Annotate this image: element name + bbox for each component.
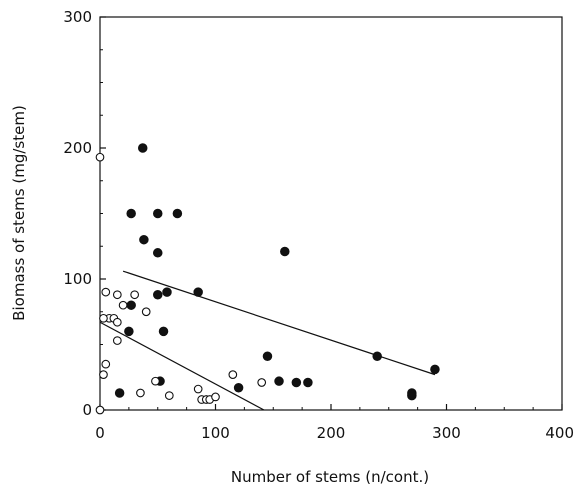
open-point [99, 370, 108, 379]
filled-point [153, 289, 163, 300]
open-point [136, 388, 145, 398]
filled-point [137, 143, 148, 153]
filled-point [139, 234, 149, 245]
y-tick-label: 100 [63, 270, 92, 288]
open-point [101, 287, 111, 297]
filled-point [126, 300, 136, 310]
y-axis: 0 100 200 300 [63, 8, 106, 419]
filled-point [233, 382, 244, 393]
open-point [141, 307, 151, 317]
fit-line-series-1 [122, 270, 436, 376]
open-point [130, 290, 139, 300]
fit-line-series-2 [99, 321, 265, 411]
x-tick-label: 0 [95, 424, 105, 442]
open-point [211, 392, 220, 402]
open-point [118, 300, 128, 310]
regression-lines [99, 270, 436, 411]
x-axis-label: Number of stems (n/cont.) [231, 468, 429, 486]
x-tick-label: 200 [317, 424, 346, 442]
open-point [95, 405, 105, 415]
filled-point [114, 388, 125, 398]
open-point [99, 313, 108, 323]
open-point [151, 376, 160, 386]
filled-point [153, 208, 163, 219]
open-point [228, 370, 238, 379]
filled-point [162, 287, 172, 297]
x-tick-label: 300 [432, 424, 461, 442]
filled-point [193, 287, 203, 297]
data-points [95, 143, 440, 415]
y-tick-label: 0 [82, 401, 92, 419]
y-tick-label: 300 [63, 8, 92, 26]
open-point [95, 152, 105, 162]
filled-point [407, 390, 417, 401]
filled-point [274, 376, 284, 386]
open-point [112, 290, 122, 300]
y-axis-label: Biomass of stems (mg/stem) [10, 105, 28, 321]
filled-point [172, 208, 183, 219]
x-tick-label: 100 [201, 424, 230, 442]
open-point [112, 336, 122, 345]
x-tick-label: 400 [545, 424, 574, 442]
x-axis: 0 100 200 300 400 [95, 404, 574, 442]
filled-point [126, 208, 136, 219]
plot-frame [99, 16, 563, 411]
open-point [193, 384, 203, 394]
filled-point [280, 246, 290, 257]
filled-point [430, 364, 440, 375]
open-point [257, 378, 267, 387]
filled-point [291, 377, 302, 388]
open-point [101, 359, 111, 369]
filled-point [153, 248, 163, 258]
filled-point [303, 377, 313, 388]
open-point [164, 391, 174, 400]
filled-point [262, 351, 273, 362]
filled-point [124, 326, 134, 337]
filled-point [372, 351, 382, 362]
open-point [112, 317, 122, 327]
y-tick-label: 200 [63, 139, 92, 157]
filled-point [158, 326, 169, 337]
